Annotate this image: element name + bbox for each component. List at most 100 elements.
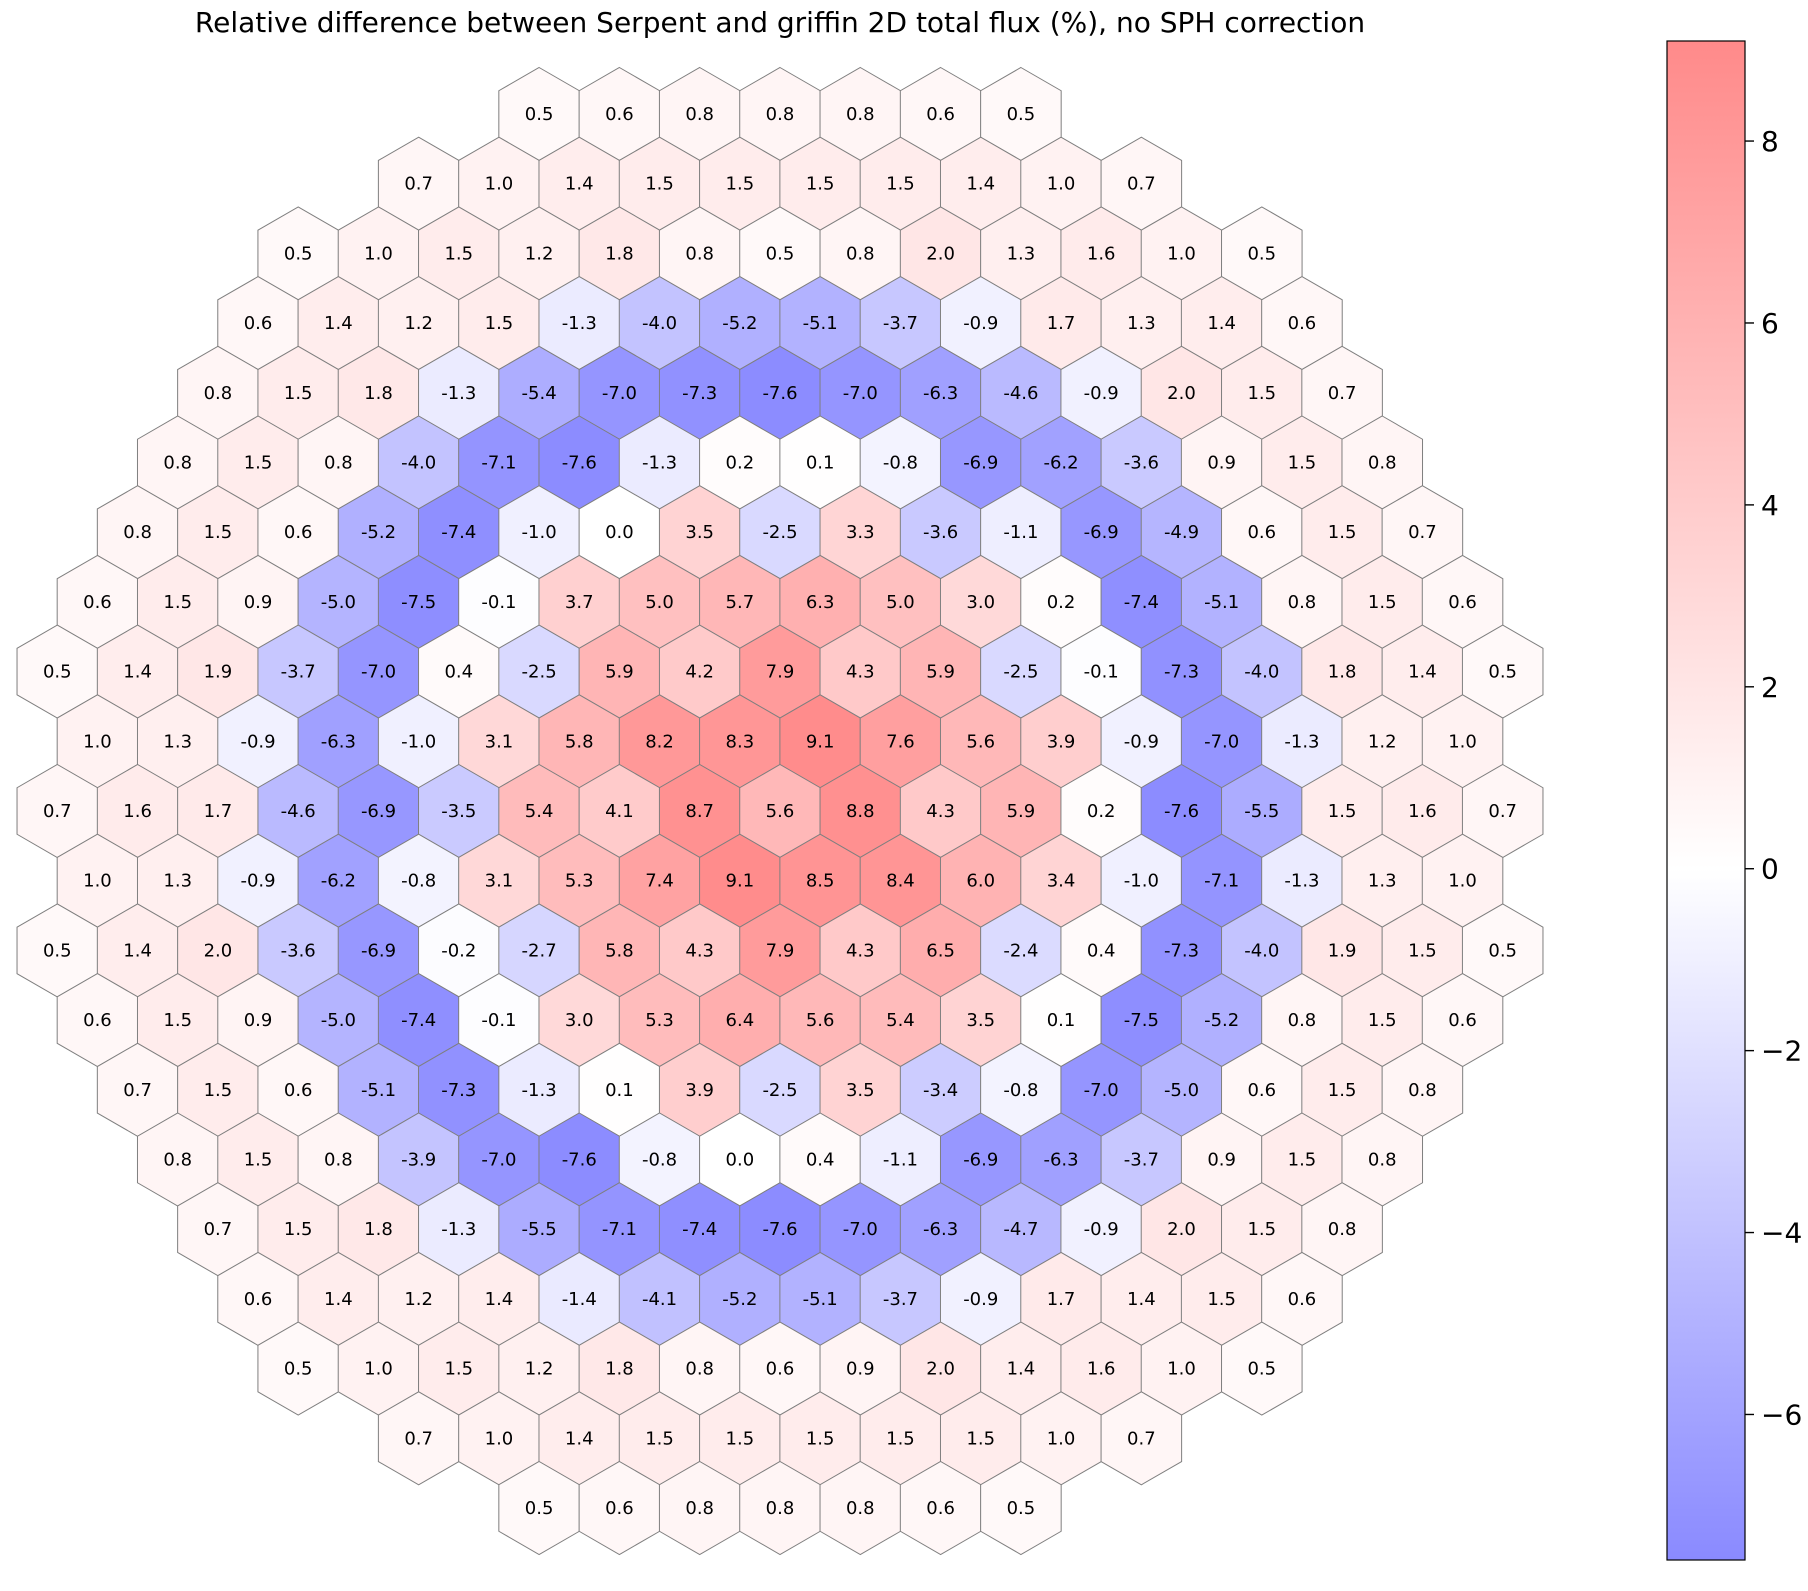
hex-value-label: 1.5: [1328, 1080, 1357, 1101]
hex-value-label: 5.3: [645, 1010, 674, 1031]
hex-value-label: 1.5: [244, 453, 273, 474]
hex-value-label: -3.9: [401, 1150, 436, 1171]
hex-value-label: 1.0: [364, 1359, 393, 1380]
hex-value-label: -6.9: [1084, 522, 1119, 543]
hex-value-label: 1.0: [1047, 1428, 1076, 1449]
hex-value-label: 7.9: [766, 940, 795, 961]
hex-value-label: 3.5: [846, 1080, 875, 1101]
hex-value-label: 1.6: [1087, 1359, 1116, 1380]
hex-value-label: 3.3: [846, 522, 875, 543]
hex-value-label: -0.2: [441, 940, 476, 961]
hex-value-label: 0.5: [43, 662, 72, 683]
hex-value-label: 0.6: [605, 104, 634, 125]
hex-value-label: 4.3: [685, 940, 714, 961]
hex-value-label: 1.4: [565, 174, 594, 195]
hex-value-label: 1.3: [163, 871, 192, 892]
hex-value-label: 5.9: [926, 662, 955, 683]
hex-value-label: 0.9: [1207, 453, 1236, 474]
hex-value-label: 1.5: [244, 1150, 273, 1171]
hex-value-label: -4.9: [1164, 522, 1199, 543]
hex-value-label: 1.0: [1167, 243, 1196, 264]
hex-value-label: 8.2: [645, 731, 674, 752]
hex-value-label: -7.3: [1164, 940, 1199, 961]
hex-value-label: 7.9: [766, 662, 795, 683]
hex-value-label: -7.3: [682, 383, 717, 404]
hex-value-label: -0.9: [1084, 383, 1119, 404]
colorbar-tick-label: 0: [1761, 853, 1779, 886]
hex-value-label: 0.5: [284, 243, 313, 264]
hex-value-label: -7.0: [602, 383, 637, 404]
hex-value-label: 0.8: [685, 243, 714, 264]
hex-value-label: 0.6: [926, 104, 955, 125]
hex-value-label: 1.5: [1247, 383, 1276, 404]
hex-value-label: 1.5: [645, 1428, 674, 1449]
hex-value-label: 8.7: [685, 801, 714, 822]
hex-value-label: 1.5: [1247, 1219, 1276, 1240]
hex-value-label: 0.8: [204, 383, 233, 404]
hex-value-label: -5.0: [1164, 1080, 1199, 1101]
hex-value-label: -7.1: [481, 453, 516, 474]
hex-value-label: -7.0: [843, 1219, 878, 1240]
hex-value-label: 1.4: [1007, 1359, 1036, 1380]
hex-value-label: 0.9: [244, 592, 273, 613]
hex-value-label: -1.3: [562, 313, 597, 334]
hex-value-label: -1.4: [562, 1289, 597, 1310]
colorbar-tick-label: 6: [1761, 307, 1779, 340]
hex-value-label: 1.5: [163, 1010, 192, 1031]
hex-value-label: 1.0: [485, 1428, 514, 1449]
hex-value-label: 1.5: [284, 383, 313, 404]
hex-value-label: -0.9: [240, 731, 275, 752]
hex-value-label: -1.0: [401, 731, 436, 752]
hex-value-label: 0.2: [726, 453, 755, 474]
hex-value-label: 0.8: [846, 243, 875, 264]
hex-value-label: 0.9: [244, 1010, 273, 1031]
hex-value-label: -2.4: [1003, 940, 1038, 961]
hex-value-label: 0.5: [43, 940, 72, 961]
hex-value-label: 7.4: [645, 871, 674, 892]
hex-value-label: -0.9: [1084, 1219, 1119, 1240]
hex-value-label: -3.7: [883, 313, 918, 334]
hex-value-label: -3.7: [281, 662, 316, 683]
hex-value-label: 0.7: [1488, 801, 1517, 822]
hex-value-label: -7.3: [1164, 662, 1199, 683]
hex-value-label: -3.6: [1124, 453, 1159, 474]
hex-value-label: -0.8: [642, 1150, 677, 1171]
hex-value-label: 1.4: [966, 174, 995, 195]
hex-value-label: 4.3: [846, 662, 875, 683]
hex-value-label: 0.8: [1288, 1010, 1317, 1031]
hex-value-label: -7.0: [361, 662, 396, 683]
hex-value-label: 6.4: [726, 1010, 755, 1031]
hex-value-label: 2.0: [926, 243, 955, 264]
hex-value-label: -6.9: [361, 801, 396, 822]
hex-value-label: 0.8: [846, 104, 875, 125]
hex-value-label: -3.6: [923, 522, 958, 543]
hex-value-label: 0.8: [1368, 453, 1397, 474]
hex-value-label: -4.6: [1003, 383, 1038, 404]
hex-value-label: 0.7: [204, 1219, 233, 1240]
hex-value-label: 1.0: [485, 174, 514, 195]
hex-cells: 0.5 0.6 0.8 0.8 0.8 0.6 0.5 0.7 1.0 1.4 1.5 1.5 1.5 1…: [16, 66, 1544, 1556]
hex-value-label: 0.6: [1288, 1289, 1317, 1310]
hex-value-label: 1.5: [806, 1428, 835, 1449]
hex-value-label: -0.8: [401, 871, 436, 892]
hex-value-label: 2.0: [204, 940, 233, 961]
hex-value-label: 1.5: [1207, 1289, 1236, 1310]
hex-value-label: 2.0: [926, 1359, 955, 1380]
hex-value-label: 0.6: [1448, 592, 1477, 613]
hex-value-label: 1.8: [1328, 662, 1357, 683]
hex-value-label: 0.5: [284, 1359, 313, 1380]
hex-value-label: 3.9: [1047, 731, 1076, 752]
hex-value-label: 0.8: [846, 1498, 875, 1519]
hex-value-label: 3.5: [966, 1010, 995, 1031]
hex-value-label: -6.2: [1043, 453, 1078, 474]
hex-value-label: 1.7: [1047, 313, 1076, 334]
hex-value-label: 1.4: [123, 940, 152, 961]
hex-value-label: -7.6: [762, 1219, 797, 1240]
hex-value-label: -6.2: [321, 871, 356, 892]
hex-value-label: -7.0: [843, 383, 878, 404]
hex-value-label: -0.8: [883, 453, 918, 474]
hex-value-label: 0.8: [766, 1498, 795, 1519]
hex-value-label: -0.8: [1003, 1080, 1038, 1101]
hex-value-label: 1.6: [1408, 801, 1437, 822]
hex-value-label: -6.3: [1043, 1150, 1078, 1171]
